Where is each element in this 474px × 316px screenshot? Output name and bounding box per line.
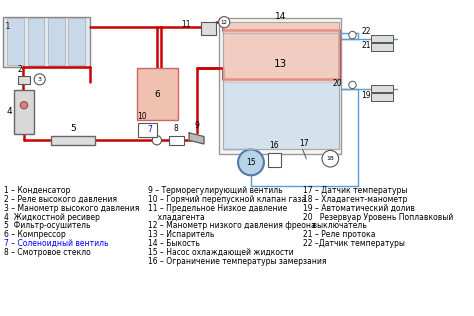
Text: 14: 14 [275, 12, 286, 21]
FancyBboxPatch shape [201, 22, 216, 35]
Polygon shape [223, 22, 338, 82]
FancyBboxPatch shape [371, 35, 393, 42]
Text: 11: 11 [182, 20, 191, 29]
Text: 17 – Датчик температуры: 17 – Датчик температуры [302, 186, 407, 195]
Text: 7: 7 [147, 125, 152, 134]
FancyBboxPatch shape [268, 153, 282, 167]
Text: 1 – Конденсатор: 1 – Конденсатор [4, 186, 70, 195]
Text: 12: 12 [221, 20, 228, 25]
FancyBboxPatch shape [219, 18, 341, 154]
Text: 13: 13 [274, 59, 287, 69]
Text: 16: 16 [269, 141, 279, 150]
FancyBboxPatch shape [68, 18, 85, 64]
Text: 21: 21 [362, 41, 371, 50]
Text: 7 – Соленоидный вентиль: 7 – Соленоидный вентиль [4, 239, 108, 248]
Text: 18 – Хладагент-манометр: 18 – Хладагент-манометр [302, 195, 407, 204]
FancyBboxPatch shape [138, 123, 157, 137]
Circle shape [152, 136, 162, 145]
Text: хладагента: хладагента [147, 213, 204, 222]
Text: выключатель: выключатель [302, 222, 366, 230]
Text: 8: 8 [174, 124, 179, 133]
Text: 3: 3 [37, 77, 42, 82]
Circle shape [349, 31, 356, 39]
Text: 8 – Смотровое стекло: 8 – Смотровое стекло [4, 248, 91, 257]
FancyBboxPatch shape [27, 18, 44, 64]
Circle shape [322, 150, 338, 167]
Text: 19 – Автоматический долив: 19 – Автоматический долив [302, 204, 415, 213]
Circle shape [34, 74, 45, 85]
Text: 22: 22 [362, 27, 371, 36]
FancyBboxPatch shape [48, 18, 64, 64]
Text: 13 – Испаритель: 13 – Испаритель [147, 230, 214, 239]
Text: 4  Жидкостной ресивер: 4 Жидкостной ресивер [4, 213, 100, 222]
FancyBboxPatch shape [18, 76, 29, 84]
Text: 18: 18 [327, 156, 334, 161]
Text: 4: 4 [6, 107, 12, 116]
Circle shape [219, 17, 230, 28]
Text: 3 – Манометр высокого давления: 3 – Манометр высокого давления [4, 204, 139, 213]
Text: 10: 10 [137, 112, 147, 121]
Text: 20   Резервуар Уровень Поплавковый: 20 Резервуар Уровень Поплавковый [302, 213, 453, 222]
Text: 17: 17 [300, 139, 310, 148]
Text: 22 –Датчик температуры: 22 –Датчик температуры [302, 239, 404, 248]
Text: 5  Фильтр-осушитель: 5 Фильтр-осушитель [4, 222, 90, 230]
FancyBboxPatch shape [169, 136, 183, 145]
FancyBboxPatch shape [8, 18, 24, 64]
FancyBboxPatch shape [371, 93, 393, 100]
Polygon shape [223, 82, 338, 149]
Text: 16 – Ограничение температуры замерзания: 16 – Ограничение температуры замерзания [147, 257, 326, 265]
Circle shape [238, 149, 264, 175]
Circle shape [20, 101, 27, 109]
Text: 9 – Терморегулирующий вентиль: 9 – Терморегулирующий вентиль [147, 186, 282, 195]
Text: 5: 5 [70, 124, 76, 133]
Text: 19: 19 [362, 91, 371, 100]
Polygon shape [189, 133, 204, 144]
Text: 9: 9 [194, 121, 199, 130]
Text: 14 – Быкость: 14 – Быкость [147, 239, 200, 248]
Text: 6 – Компрессор: 6 – Компрессор [4, 230, 65, 239]
Text: 15 – Насос охлаждающей жидкости: 15 – Насос охлаждающей жидкости [147, 248, 293, 257]
Text: 6: 6 [154, 90, 160, 99]
Text: 2 – Реле высокого давления: 2 – Реле высокого давления [4, 195, 117, 204]
FancyBboxPatch shape [371, 43, 393, 51]
Circle shape [349, 81, 356, 88]
FancyBboxPatch shape [51, 136, 95, 145]
FancyBboxPatch shape [137, 68, 178, 120]
Text: 21 – Реле протока: 21 – Реле протока [302, 230, 375, 239]
Text: 10 – Горячий перепускной клапан газа: 10 – Горячий перепускной клапан газа [147, 195, 306, 204]
Text: 12 – Манометр низкого давления фреона: 12 – Манометр низкого давления фреона [147, 222, 315, 230]
Text: 11 – Предельное Низкое давление: 11 – Предельное Низкое давление [147, 204, 287, 213]
FancyBboxPatch shape [14, 89, 34, 134]
Text: 1: 1 [5, 22, 10, 31]
FancyBboxPatch shape [3, 17, 91, 67]
Text: 20: 20 [333, 79, 342, 88]
Text: 15: 15 [246, 158, 256, 167]
FancyBboxPatch shape [371, 85, 393, 92]
Text: 2: 2 [18, 65, 22, 74]
